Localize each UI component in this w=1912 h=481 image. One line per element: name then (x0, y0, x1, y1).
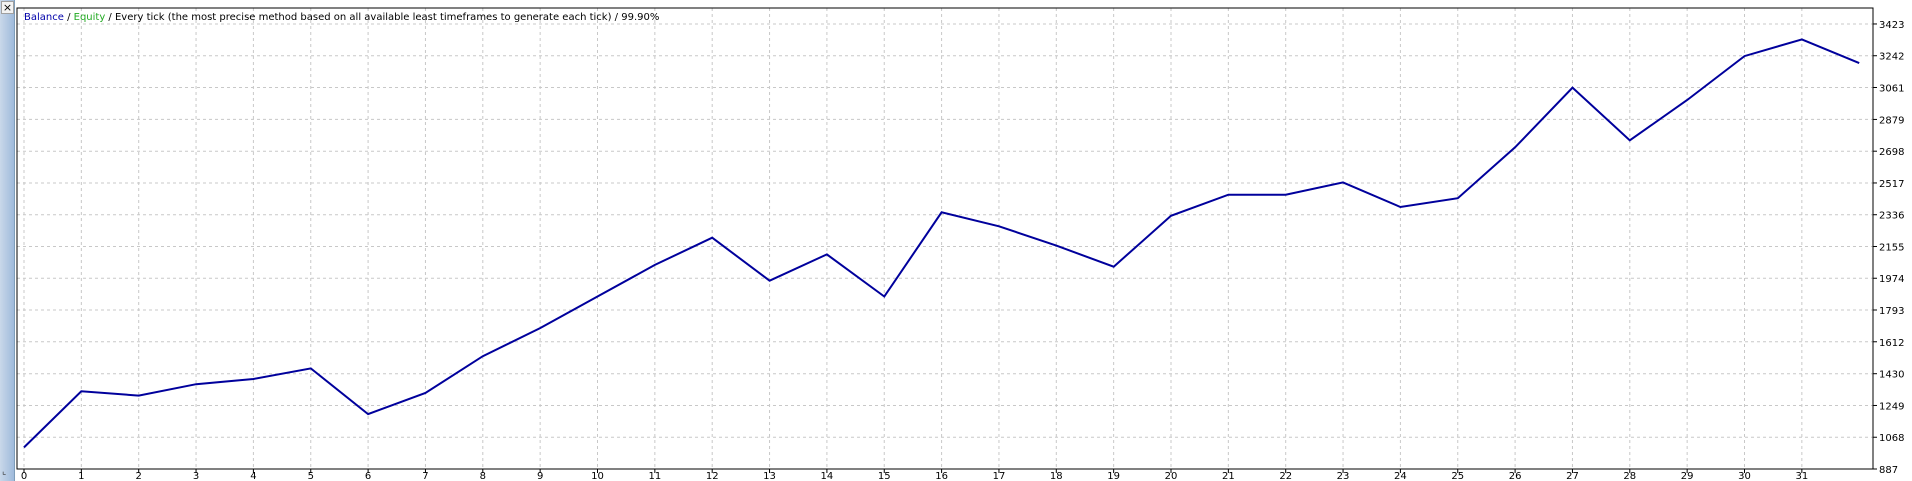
x-tick-label: 16 (935, 471, 948, 481)
equity-legend-label: Equity (73, 12, 106, 23)
y-tick-label: 3242 (1879, 52, 1904, 63)
x-tick-label: 21 (1222, 471, 1235, 481)
header-separator: / (105, 12, 115, 23)
x-tick-label: 1 (78, 471, 84, 481)
x-tick-label: 5 (308, 471, 314, 481)
x-tick-label: 12 (706, 471, 719, 481)
y-tick-label: 887 (1879, 465, 1898, 476)
x-tick-label: 25 (1451, 471, 1464, 481)
y-tick-label: 3061 (1879, 83, 1904, 94)
y-tick-label: 2879 (1879, 115, 1904, 126)
close-button[interactable]: × (1, 1, 14, 14)
x-tick-label: 22 (1279, 471, 1292, 481)
plot-frame (16, 7, 1874, 470)
y-tick-label: 1793 (1879, 306, 1904, 317)
chart-header: Balance / Equity / Every tick (the most … (24, 12, 659, 24)
x-tick-label: 18 (1050, 471, 1063, 481)
y-tick-label: 2336 (1879, 211, 1904, 222)
x-tick-label: 4 (250, 471, 256, 481)
y-tick-label: 2155 (1879, 242, 1904, 253)
y-tick-label: 2517 (1879, 179, 1904, 190)
x-tick-label: 14 (821, 471, 834, 481)
x-tick-label: 28 (1623, 471, 1636, 481)
balance-series-line (23, 38, 1860, 449)
x-tick-label: 31 (1795, 471, 1808, 481)
y-tick-label: 1430 (1879, 370, 1904, 381)
y-tick-label: 1249 (1879, 401, 1904, 412)
x-tick-label: 29 (1681, 471, 1694, 481)
test-method-text: Every tick (the most precise method base… (114, 12, 612, 23)
x-tick-label: 11 (648, 471, 661, 481)
x-tick-label: 0 (21, 471, 27, 481)
x-tick-label: 13 (763, 471, 776, 481)
x-tick-label: 6 (365, 471, 371, 481)
modelling-quality: 99.90% (621, 12, 660, 23)
header-separator: / (63, 12, 74, 23)
left-panel-strip (0, 0, 15, 481)
x-tick-label: 3 (193, 471, 199, 481)
y-tick-label: 1068 (1879, 433, 1904, 444)
x-tick-label: 9 (537, 471, 543, 481)
x-tick-label: 8 (480, 471, 486, 481)
header-separator: / (611, 12, 622, 23)
x-tick-label: 27 (1566, 471, 1579, 481)
y-tick-label: 3423 (1879, 20, 1904, 31)
x-tick-label: 7 (422, 471, 428, 481)
x-tick-label: 20 (1165, 471, 1178, 481)
x-tick-label: 24 (1394, 471, 1407, 481)
y-tick-label: 2698 (1879, 147, 1904, 158)
y-tick-label: 1612 (1879, 338, 1904, 349)
x-tick-label: 10 (591, 471, 604, 481)
x-tick-label: 30 (1738, 471, 1751, 481)
resize-corner-icon[interactable]: ⌞ (2, 467, 7, 477)
x-tick-label: 17 (993, 471, 1006, 481)
x-tick-label: 2 (136, 471, 142, 481)
balance-legend-label: Balance (24, 12, 64, 23)
x-tick-label: 23 (1337, 471, 1350, 481)
x-tick-label: 19 (1107, 471, 1120, 481)
x-tick-label: 15 (878, 471, 891, 481)
x-tick-label: 26 (1509, 471, 1522, 481)
y-tick-label: 1974 (1879, 274, 1904, 285)
